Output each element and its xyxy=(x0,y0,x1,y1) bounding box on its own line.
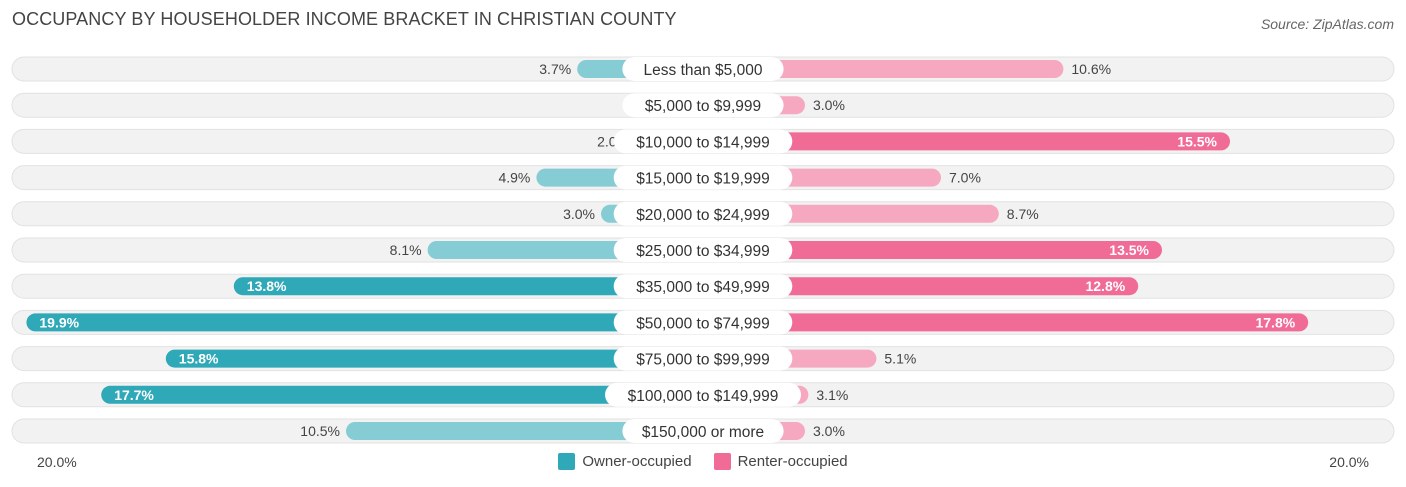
category-label: Less than $5,000 xyxy=(644,62,763,79)
renter-bar xyxy=(703,60,1064,78)
category-label: $75,000 to $99,999 xyxy=(636,352,770,369)
renter-value-label: 7.0% xyxy=(949,170,981,186)
renter-value-label: 8.7% xyxy=(1007,206,1039,222)
category-label: $50,000 to $74,999 xyxy=(636,315,770,332)
category-pill xyxy=(613,201,793,226)
axis-right-label: 20.0% xyxy=(1329,454,1369,470)
category-label: $35,000 to $49,999 xyxy=(636,279,770,296)
legend-label-renter: Renter-occupied xyxy=(737,453,848,470)
diverging-bar-chart: 3.7%10.6%Less than $5,0000.64%3.0%$5,000… xyxy=(11,56,1395,444)
owner-value-label: 19.9% xyxy=(39,314,79,330)
renter-value-label: 3.1% xyxy=(816,387,848,403)
renter-value-label: 15.5% xyxy=(1177,133,1217,149)
category-pill xyxy=(622,419,784,443)
renter-bar xyxy=(703,277,1139,296)
renter-value-label: 3.0% xyxy=(813,97,845,113)
category-label: $25,000 to $34,999 xyxy=(636,243,770,260)
category-pill xyxy=(622,93,784,118)
owner-bar xyxy=(165,349,704,368)
chart-title: OCCUPANCY BY HOUSEHOLDER INCOME BRACKET … xyxy=(12,9,677,29)
category-pill xyxy=(622,57,784,81)
renter-value-label: 10.6% xyxy=(1071,61,1111,77)
owner-value-label: 3.0% xyxy=(563,206,595,222)
category-pill xyxy=(613,346,793,371)
category-pill xyxy=(613,274,793,299)
category-label: $20,000 to $24,999 xyxy=(636,207,770,224)
category-pill xyxy=(613,129,793,154)
renter-bar xyxy=(703,132,1230,151)
legend-swatch-renter xyxy=(713,453,731,470)
axis-left-label: 20.0% xyxy=(37,454,77,470)
legend-item-owner: Owner-occupied xyxy=(558,453,692,470)
owner-value-label: 8.1% xyxy=(390,242,422,258)
owner-value-label: 3.7% xyxy=(539,61,571,77)
category-pill xyxy=(613,310,793,335)
category-label: $100,000 to $149,999 xyxy=(628,388,779,405)
category-label: $15,000 to $19,999 xyxy=(636,171,770,188)
renter-bar xyxy=(703,313,1309,332)
renter-bar xyxy=(703,241,1162,259)
category-label: $150,000 or more xyxy=(642,424,764,441)
owner-bar xyxy=(233,277,704,296)
category-pill xyxy=(605,382,801,407)
owner-value-label: 13.8% xyxy=(247,278,287,294)
category-label: $10,000 to $14,999 xyxy=(636,134,770,151)
renter-value-label: 13.5% xyxy=(1109,242,1149,258)
renter-value-label: 17.8% xyxy=(1255,314,1295,330)
owner-value-label: 17.7% xyxy=(114,387,154,403)
owner-bar xyxy=(346,422,703,440)
renter-value-label: 12.8% xyxy=(1085,278,1125,294)
renter-value-label: 5.1% xyxy=(884,351,916,367)
owner-value-label: 15.8% xyxy=(179,351,219,367)
category-pill xyxy=(613,165,793,190)
category-pill xyxy=(613,238,793,262)
owner-bar xyxy=(26,313,703,332)
owner-bar xyxy=(101,385,703,404)
legend-label-owner: Owner-occupied xyxy=(582,453,692,470)
renter-value-label: 3.0% xyxy=(813,423,845,439)
source-label: Source: ZipAtlas.com xyxy=(1260,16,1394,32)
legend-item-renter: Renter-occupied xyxy=(713,453,848,470)
owner-value-label: 4.9% xyxy=(498,170,530,186)
legend: Owner-occupied Renter-occupied xyxy=(0,453,1406,470)
category-label: $5,000 to $9,999 xyxy=(645,98,761,115)
owner-value-label: 10.5% xyxy=(300,423,340,439)
legend-swatch-owner xyxy=(558,453,576,470)
